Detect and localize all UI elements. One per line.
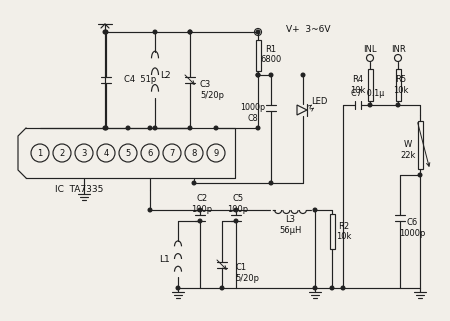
Text: 2: 2 <box>59 149 65 158</box>
Circle shape <box>330 286 334 290</box>
Bar <box>396 69 400 101</box>
Circle shape <box>103 126 107 130</box>
Bar <box>256 40 261 71</box>
Circle shape <box>256 73 260 77</box>
Text: 8: 8 <box>191 149 197 158</box>
Circle shape <box>234 208 238 212</box>
Text: 6: 6 <box>147 149 153 158</box>
Text: LED: LED <box>311 98 327 107</box>
Text: IC  TA7335: IC TA7335 <box>55 185 104 194</box>
Circle shape <box>368 103 372 107</box>
Circle shape <box>153 126 157 130</box>
Circle shape <box>103 30 107 34</box>
Circle shape <box>313 208 317 212</box>
Circle shape <box>198 219 202 223</box>
Bar <box>418 121 423 169</box>
Text: 4: 4 <box>104 149 108 158</box>
Circle shape <box>214 126 218 130</box>
Circle shape <box>313 286 317 290</box>
Circle shape <box>269 181 273 185</box>
Circle shape <box>220 286 224 290</box>
Circle shape <box>148 126 152 130</box>
Bar <box>368 69 373 101</box>
Text: C1
5/20p: C1 5/20p <box>235 263 259 283</box>
Circle shape <box>104 30 108 34</box>
Text: 3: 3 <box>81 149 87 158</box>
Text: 1: 1 <box>37 149 43 158</box>
Circle shape <box>188 126 192 130</box>
Circle shape <box>104 126 108 130</box>
Text: R4
10k: R4 10k <box>350 75 366 95</box>
Circle shape <box>234 219 238 223</box>
Text: C2
100p: C2 100p <box>191 194 212 214</box>
Circle shape <box>418 173 422 177</box>
Text: INR: INR <box>391 46 405 55</box>
Text: C7  0.1μ: C7 0.1μ <box>351 90 385 99</box>
Text: L1: L1 <box>158 255 169 264</box>
Bar <box>329 214 334 249</box>
Circle shape <box>192 181 196 185</box>
Circle shape <box>148 208 152 212</box>
Circle shape <box>269 73 273 77</box>
Text: R5
10k: R5 10k <box>393 75 409 95</box>
Circle shape <box>256 73 260 77</box>
Circle shape <box>188 30 192 34</box>
Circle shape <box>176 286 180 290</box>
Circle shape <box>396 103 400 107</box>
Circle shape <box>188 30 192 34</box>
Text: L2: L2 <box>160 71 170 80</box>
Text: C4  51p: C4 51p <box>124 75 156 84</box>
Circle shape <box>256 126 260 130</box>
Circle shape <box>256 30 260 34</box>
Text: L3
56μH: L3 56μH <box>279 215 302 235</box>
Text: 1000p
C8: 1000p C8 <box>240 103 266 123</box>
Text: INL: INL <box>363 46 377 55</box>
Text: 7: 7 <box>169 149 175 158</box>
Circle shape <box>153 30 157 34</box>
Circle shape <box>126 126 130 130</box>
Circle shape <box>198 208 202 212</box>
Circle shape <box>341 286 345 290</box>
Circle shape <box>301 73 305 77</box>
Text: 5: 5 <box>126 149 130 158</box>
Text: V+  3~6V: V+ 3~6V <box>286 25 330 34</box>
Text: 9: 9 <box>213 149 219 158</box>
Text: C5
100p: C5 100p <box>227 194 248 214</box>
Text: C3
5/20p: C3 5/20p <box>200 80 224 100</box>
Text: C6
1000p: C6 1000p <box>399 218 425 238</box>
Text: R1
6800: R1 6800 <box>261 45 282 64</box>
Text: R2
10k: R2 10k <box>336 222 352 241</box>
Text: W
22k: W 22k <box>400 140 416 160</box>
